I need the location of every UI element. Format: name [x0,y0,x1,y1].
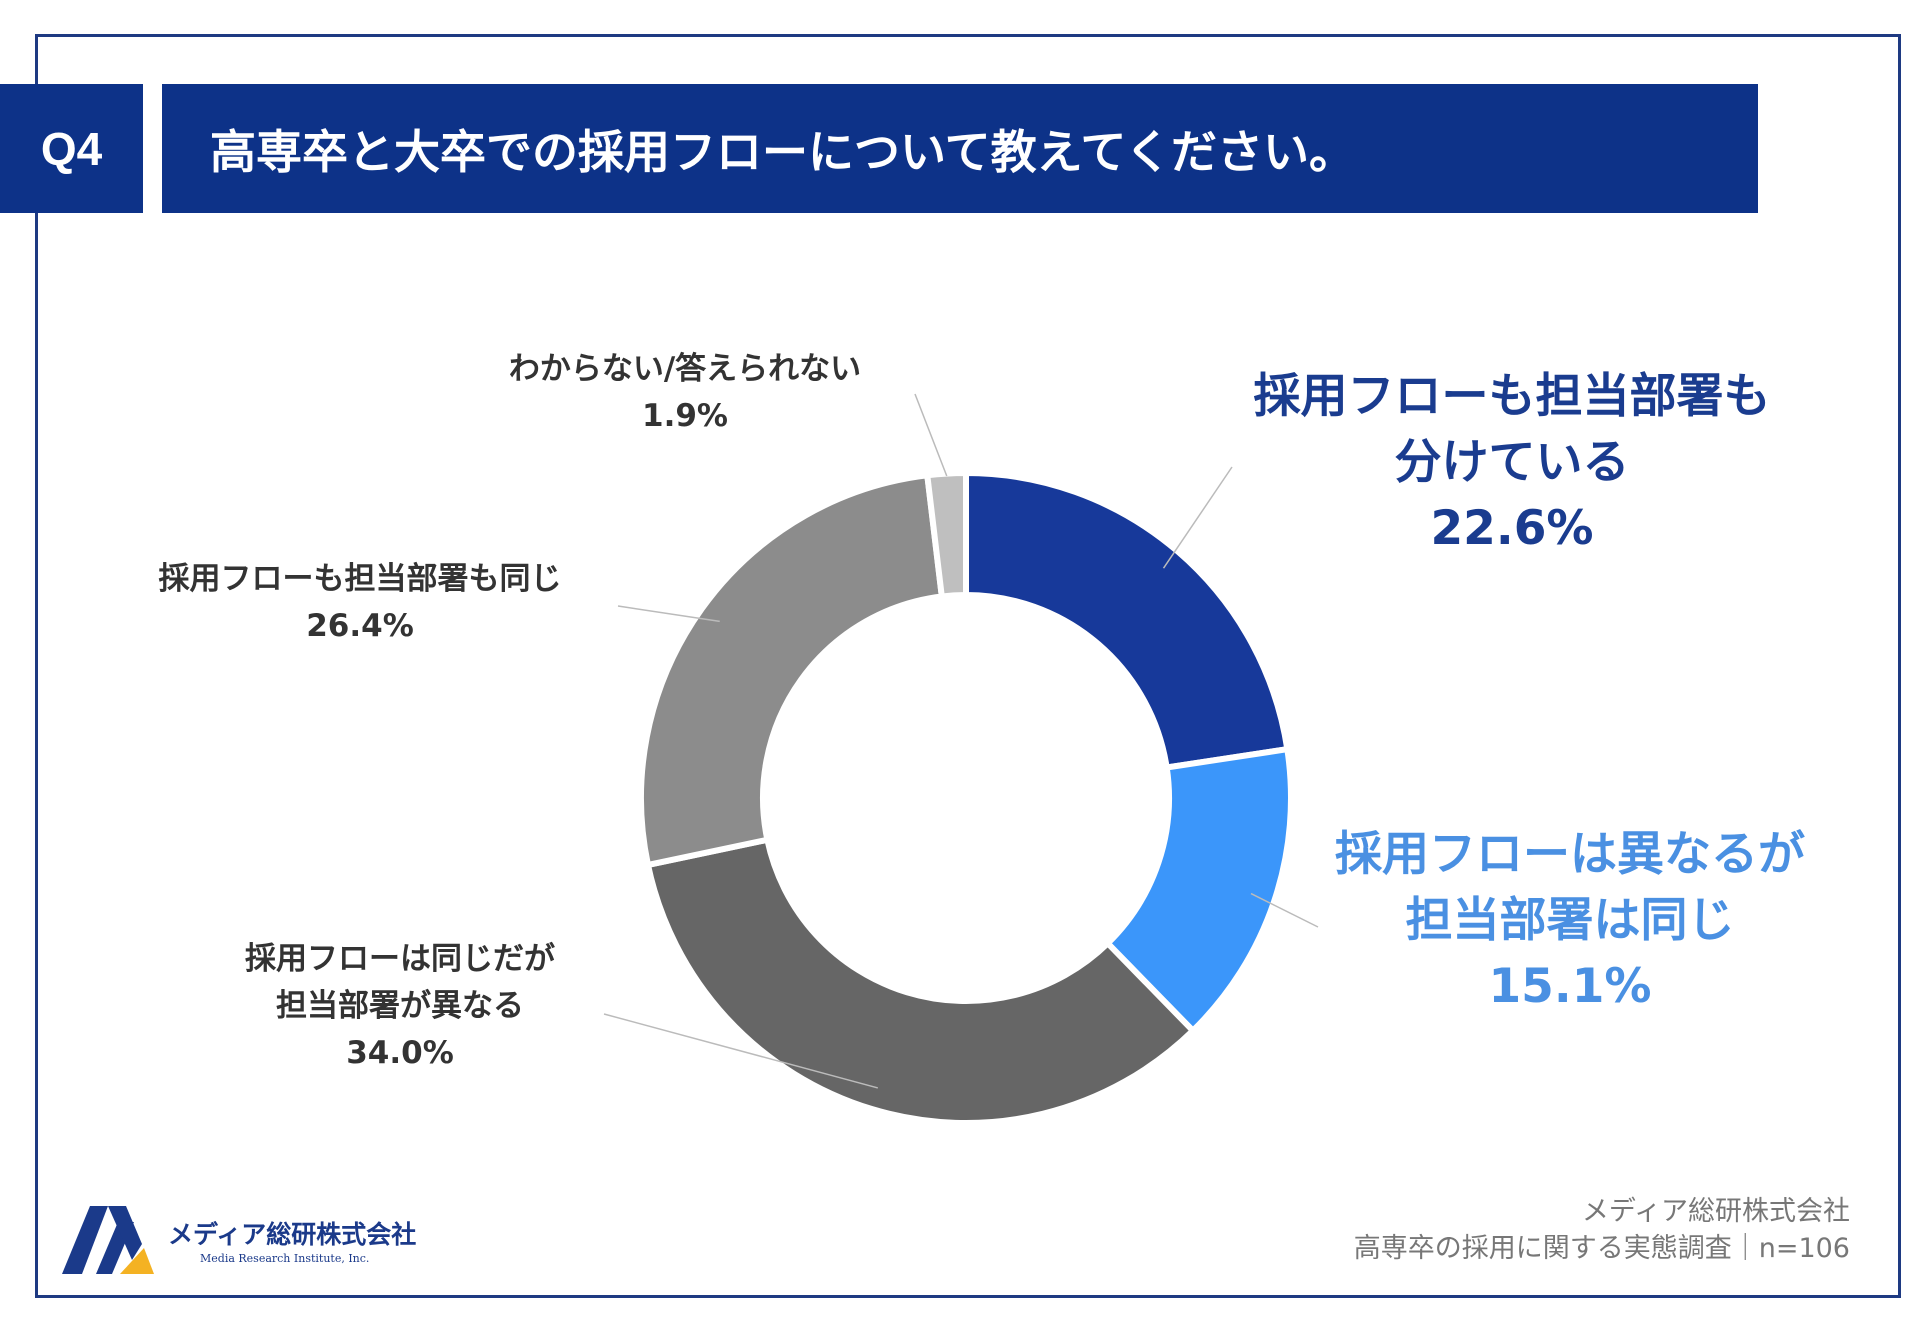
label-slice-separate-line2: 分けている [1394,435,1630,490]
slice-dept-differs [644,836,1198,1126]
slice-separate [963,469,1291,771]
footer-company: メディア総研株式会社 [1581,1196,1850,1227]
label-slice-separate-pct: 22.6% [1430,501,1594,556]
slide-frame [35,34,1901,1298]
label-slice-flow-differs: 採用フローは異なるが 担当部署は同じ 15.1% [1290,822,1850,1020]
slice-flow-differs-leader-line [1250,892,1319,928]
label-slice-separate: 採用フローも担当部署も 分けている 22.6% [1232,364,1792,562]
label-slice-flow-differs-line2: 担当部署は同じ [1405,893,1735,948]
company-logo: メディア総研株式会社 Media Research Institute, Inc… [62,1200,416,1275]
label-slice-flow-differs-pct: 15.1% [1488,959,1652,1014]
slice-separate-leader-line [1162,466,1233,569]
label-slice-same-pct: 26.4% [306,608,414,644]
label-slice-same: 採用フローも担当部署も同じ 26.4% [140,556,580,650]
label-slice-dept-differs-line2: 担当部署が異なる [276,988,524,1024]
label-slice-unknown-pct: 1.9% [642,398,728,434]
footer-source: メディア総研株式会社 高専卒の採用に関する実態調査｜n=106 [1354,1193,1850,1267]
logo-mark-icon [62,1206,154,1274]
footer-survey: 高専卒の採用に関する実態調査｜n=106 [1353,1233,1850,1264]
question-title: 高専卒と大卒での採用フローについて教えてください。 [162,84,1758,213]
question-badge: Q4 [0,84,143,213]
label-slice-dept-differs: 採用フローは同じだが 担当部署が異なる 34.0% [200,936,600,1077]
label-slice-dept-differs-pct: 34.0% [346,1035,454,1071]
slice-unknown [923,469,969,600]
label-slice-unknown-line1: わからない/答えられない [508,351,862,387]
label-slice-flow-differs-line1: 採用フローは異なるが [1335,827,1805,882]
logo-name-en: Media Research Institute, Inc. [200,1252,370,1265]
logo-name-jp: メディア総研株式会社 [168,1220,417,1249]
slice-dept-differs-leader-line [603,1013,878,1089]
slice-same-leader-line [617,605,720,623]
label-slice-dept-differs-line1: 採用フローは同じだが [245,941,555,977]
label-slice-separate-line1: 採用フローも担当部署も [1253,369,1771,424]
label-slice-same-line1: 採用フローも担当部署も同じ [158,561,562,597]
slice-unknown-leader-line [914,393,948,477]
label-slice-unknown: わからない/答えられない 1.9% [465,346,905,440]
slice-same [638,471,946,869]
